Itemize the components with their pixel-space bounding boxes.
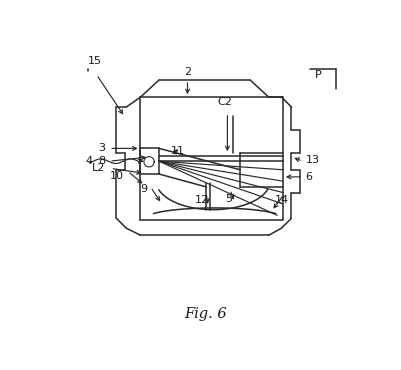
Text: 10: 10 [109, 171, 123, 181]
Text: 13: 13 [305, 155, 319, 165]
Text: L2: L2 [91, 163, 105, 173]
Text: 12: 12 [194, 195, 208, 205]
Text: C2: C2 [217, 97, 231, 107]
Text: 9: 9 [140, 184, 147, 194]
Text: 4: 4 [85, 156, 92, 166]
Text: 6: 6 [305, 172, 312, 182]
Text: 5: 5 [225, 194, 232, 204]
Text: P: P [314, 70, 321, 80]
Text: 14: 14 [274, 195, 288, 205]
Text: 8: 8 [97, 156, 105, 166]
Text: 11: 11 [170, 145, 184, 155]
Text: 15: 15 [87, 56, 101, 66]
Text: 2: 2 [184, 67, 190, 77]
Text: 3: 3 [97, 143, 105, 153]
Text: Fig. 6: Fig. 6 [184, 307, 227, 321]
